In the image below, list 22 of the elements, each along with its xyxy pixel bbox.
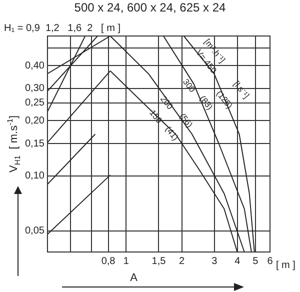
x-tick-label: 6 (267, 256, 274, 267)
x-tick-label: 4 (234, 256, 241, 267)
y-tick-label: 0,05 (24, 226, 45, 237)
y-tick-label: 0,15 (24, 138, 45, 150)
x-tick-label: 3 (212, 256, 218, 267)
annotation: (56) (178, 111, 195, 130)
x-axis-title: A (130, 272, 138, 284)
y-tick-label: 0,40 (24, 60, 45, 72)
y-tick-label: 0,10 (24, 170, 45, 182)
text: H₁ = 0,9 1,2 1,6 2 [ m ] (4, 22, 121, 34)
y-tick-label: 0,25 (24, 98, 45, 109)
x-tick-label: 2 (179, 256, 186, 267)
annotation: 300 (180, 76, 198, 94)
text: [ m ] (276, 260, 296, 271)
chart-title: 500 x 24, 600 x 24, 625 x 24 (74, 0, 226, 14)
y-tick-label: 0,30 (24, 83, 45, 94)
x-tick-label: 1,5 (152, 256, 166, 267)
y-tick-label: 0,20 (24, 115, 45, 126)
annotation: (83) (198, 94, 216, 112)
x-tick-label: 5 (252, 256, 259, 267)
x-tick-label: 0,8 (101, 256, 116, 267)
x-tick-label: 1 (123, 256, 130, 267)
